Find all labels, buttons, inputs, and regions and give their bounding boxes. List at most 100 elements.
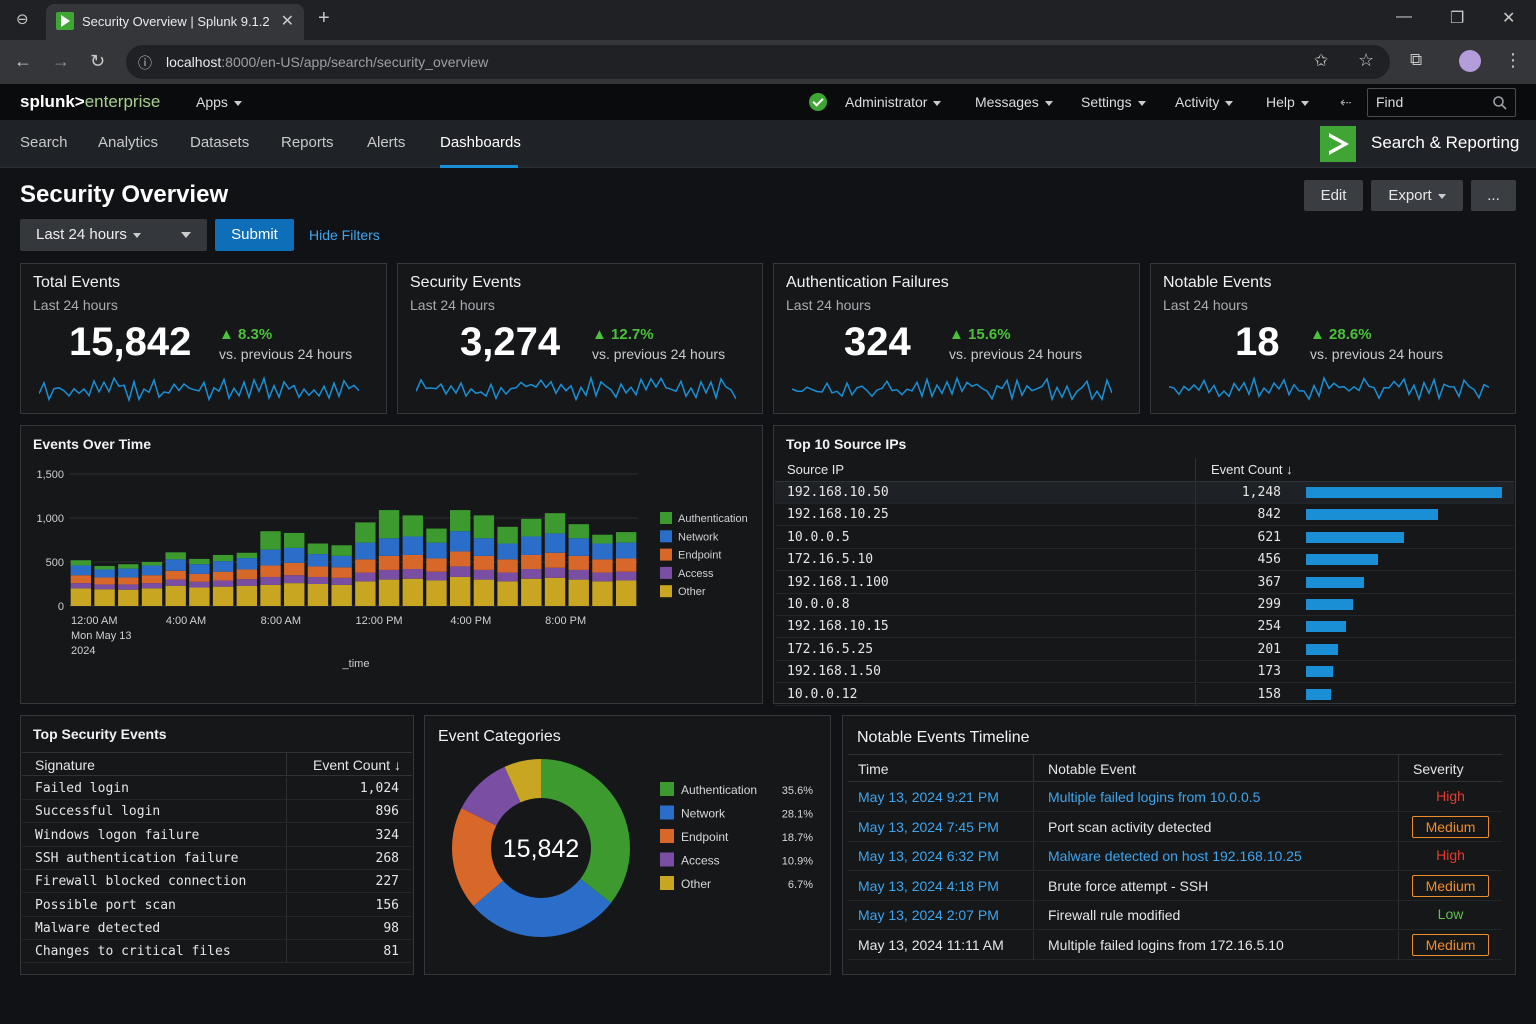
bar-segment[interactable] xyxy=(94,584,115,590)
legend-label[interactable]: Access xyxy=(678,568,714,580)
bar-segment[interactable] xyxy=(189,558,210,565)
bar-segment[interactable] xyxy=(402,515,423,537)
bar-segment[interactable] xyxy=(592,572,613,582)
browser-tab[interactable]: Security Overview | Splunk 9.1.2 ✕ xyxy=(46,4,304,40)
profile-avatar[interactable] xyxy=(1459,50,1481,72)
event-categories-chart[interactable]: 15,842 Authentication 35.6% Network 28.1% End… xyxy=(425,716,830,974)
new-tab-icon[interactable]: + xyxy=(318,7,330,29)
event-time[interactable]: May 13, 2024 4:18 PM xyxy=(858,877,999,894)
bar-segment[interactable] xyxy=(426,528,447,543)
bar-segment[interactable] xyxy=(212,580,234,587)
bar-segment[interactable] xyxy=(307,584,329,606)
bar-segment[interactable] xyxy=(544,567,566,578)
bar-segment[interactable] xyxy=(118,568,139,578)
bar-segment[interactable] xyxy=(165,552,186,560)
bar-segment[interactable] xyxy=(544,552,566,568)
minimize-icon[interactable]: — xyxy=(1396,8,1412,25)
bar-segment[interactable] xyxy=(141,565,163,576)
bar-segment[interactable] xyxy=(70,583,92,589)
bar-segment[interactable] xyxy=(165,579,186,586)
nav-alerts[interactable]: Alerts xyxy=(367,134,406,151)
col-signature[interactable]: Signature xyxy=(35,757,95,773)
col-source-ip[interactable]: Source IP xyxy=(787,462,845,477)
bar-segment[interactable] xyxy=(189,564,210,574)
bar-segment[interactable] xyxy=(307,543,329,555)
bar-segment[interactable] xyxy=(426,580,447,606)
bookmark-icon[interactable]: ☆ xyxy=(1358,50,1375,70)
donut-slice[interactable] xyxy=(461,766,521,826)
submit-button[interactable]: Submit xyxy=(215,219,294,251)
bar-segment[interactable] xyxy=(236,585,258,606)
back-icon[interactable]: ← xyxy=(14,51,32,71)
table-row[interactable]: 192.168.10.25 842 xyxy=(775,504,1514,527)
notable-event[interactable]: Malware detected on host 192.168.10.25 xyxy=(1048,848,1302,865)
event-time[interactable]: May 13, 2024 2:07 PM xyxy=(858,907,999,924)
bar-segment[interactable] xyxy=(592,559,613,573)
bar-segment[interactable] xyxy=(615,571,637,581)
bar-segment[interactable] xyxy=(331,577,352,585)
bar-segment[interactable] xyxy=(236,552,258,559)
more-actions-button[interactable]: ... xyxy=(1471,180,1516,211)
bar-segment[interactable] xyxy=(355,572,376,582)
bar-segment[interactable] xyxy=(212,571,234,581)
activity-menu[interactable]: Activity xyxy=(1175,94,1234,110)
bar-segment[interactable] xyxy=(497,581,518,606)
bar-segment[interactable] xyxy=(165,559,186,571)
bar-segment[interactable] xyxy=(118,577,139,585)
table-row[interactable]: 172.16.5.25 201 xyxy=(775,638,1514,661)
health-status-icon[interactable] xyxy=(809,93,827,111)
export-button[interactable]: Export xyxy=(1371,180,1463,211)
bar-segment[interactable] xyxy=(378,555,400,570)
table-row[interactable]: Windows logon failure 324 xyxy=(22,823,412,847)
table-row[interactable]: 172.16.5.10 456 xyxy=(775,549,1514,572)
bar-segment[interactable] xyxy=(615,542,637,559)
bar-segment[interactable] xyxy=(141,562,163,566)
bar-segment[interactable] xyxy=(212,554,234,562)
table-row[interactable]: May 13, 2024 4:18 PM Brute force attempt … xyxy=(848,871,1502,901)
bar-segment[interactable] xyxy=(212,586,234,606)
donut-slice[interactable] xyxy=(452,808,504,907)
events-over-time-chart[interactable]: 0 500 1,000 1,500 12:00 AM Mon May 13 2024 4:00… xyxy=(21,426,762,703)
bar-segment[interactable] xyxy=(521,554,542,570)
bar-segment[interactable] xyxy=(521,569,542,579)
quick-search-icon[interactable]: ⇠ xyxy=(1340,94,1352,110)
bar-segment[interactable] xyxy=(497,526,518,544)
maximize-icon[interactable]: ❐ xyxy=(1450,10,1465,27)
bar-segment[interactable] xyxy=(402,536,423,555)
donut-slice[interactable] xyxy=(504,759,541,803)
bar-segment[interactable] xyxy=(141,583,163,589)
site-info-icon[interactable]: ⓘ xyxy=(138,55,152,71)
bar-segment[interactable] xyxy=(165,570,186,580)
bar-segment[interactable] xyxy=(260,565,281,577)
bar-segment[interactable] xyxy=(521,536,542,555)
bar-segment[interactable] xyxy=(189,581,210,588)
bar-segment[interactable] xyxy=(521,518,542,537)
bar-segment[interactable] xyxy=(568,555,589,570)
bar-segment[interactable] xyxy=(355,559,376,573)
window-close-icon[interactable]: ✕ xyxy=(1502,10,1516,27)
forward-icon[interactable]: → xyxy=(52,51,70,71)
bar-segment[interactable] xyxy=(189,573,210,582)
hide-filters-link[interactable]: Hide Filters xyxy=(309,227,380,243)
bar-segment[interactable] xyxy=(260,576,281,585)
table-row[interactable]: May 13, 2024 7:45 PM Port scan activity d… xyxy=(848,812,1502,842)
bar-segment[interactable] xyxy=(544,533,566,553)
edit-button[interactable]: Edit xyxy=(1304,180,1363,211)
bar-segment[interactable] xyxy=(592,543,613,560)
legend-label[interactable]: Endpoint xyxy=(678,550,721,562)
find-search-icon[interactable] xyxy=(1492,95,1508,111)
find-input[interactable] xyxy=(1376,94,1486,110)
bar-segment[interactable] xyxy=(615,558,637,572)
bar-segment[interactable] xyxy=(497,572,518,582)
help-menu[interactable]: Help xyxy=(1266,94,1309,110)
col-notable-event[interactable]: Notable Event xyxy=(1048,761,1136,777)
splunk-logo[interactable]: splunk>enterprise xyxy=(20,92,161,111)
bar-segment[interactable] xyxy=(426,542,447,559)
bar-segment[interactable] xyxy=(378,538,400,556)
bar-segment[interactable] xyxy=(260,531,281,550)
legend-label[interactable]: Access xyxy=(681,854,720,868)
bar-segment[interactable] xyxy=(236,579,258,586)
bar-segment[interactable] xyxy=(331,555,352,568)
reload-icon[interactable]: ↻ xyxy=(90,51,106,71)
table-row[interactable]: May 13, 2024 11:11 AM Multiple failed log… xyxy=(848,931,1502,960)
